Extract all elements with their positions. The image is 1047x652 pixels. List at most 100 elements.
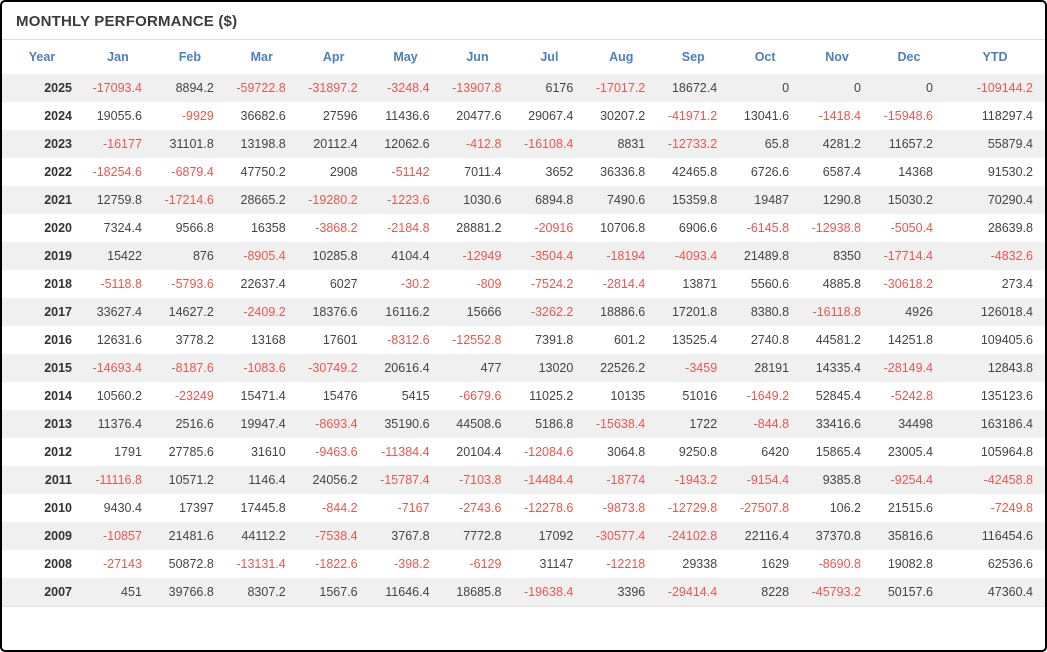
value-cell: 6726.6 xyxy=(750,165,790,179)
value-cell: -10857 xyxy=(102,529,142,543)
value-cell: 8228 xyxy=(761,585,790,599)
value-cell: 22116.4 xyxy=(744,529,790,543)
value-cell: 70290.4 xyxy=(987,193,1033,207)
column-header-mar[interactable]: Mar xyxy=(250,50,273,64)
value-cell: 22637.4 xyxy=(240,277,286,291)
column-header-jun[interactable]: Jun xyxy=(466,50,489,64)
value-cell: -2743.6 xyxy=(459,501,502,515)
value-cell: 477 xyxy=(480,361,502,375)
value-cell: 30207.2 xyxy=(600,109,646,123)
value-cell: 1146.4 xyxy=(248,473,286,487)
value-cell: 11436.6 xyxy=(385,109,430,123)
table-row: 2018 -5118.8 -5793.6 22637.4 6027 -30.2 -809 -7… xyxy=(2,270,1045,298)
column-header-jul[interactable]: Jul xyxy=(540,50,559,64)
value-cell: 6906.6 xyxy=(678,221,718,235)
value-cell: 15865.4 xyxy=(815,445,861,459)
value-cell: 13871 xyxy=(682,277,718,291)
table-row: 2011 -11116.8 10571.2 1146.4 24056.2 -15787.4… xyxy=(2,466,1045,494)
value-cell: -7538.4 xyxy=(315,529,358,543)
value-cell: 118297.4 xyxy=(981,109,1033,123)
value-cell: 28665.2 xyxy=(240,193,286,207)
value-cell: -12938.8 xyxy=(811,221,861,235)
value-cell: 9566.8 xyxy=(175,221,214,235)
year-cell: 2016 xyxy=(44,333,72,347)
value-cell: -9254.4 xyxy=(890,473,933,487)
value-cell: 17601 xyxy=(322,333,358,347)
value-cell: -12949 xyxy=(462,249,502,263)
value-cell: -12733.2 xyxy=(667,137,718,151)
value-cell: -17714.4 xyxy=(883,249,933,263)
value-cell: 3064.8 xyxy=(607,445,646,459)
value-cell: 23005.4 xyxy=(887,445,933,459)
value-cell: -11116.8 xyxy=(95,473,142,487)
value-cell: -24102.8 xyxy=(667,529,718,543)
value-cell: -7524.2 xyxy=(530,277,574,291)
column-header-may[interactable]: May xyxy=(393,50,418,64)
value-cell: 21515.6 xyxy=(887,501,933,515)
widget-title: MONTHLY PERFORMANCE ($) xyxy=(2,2,1045,40)
value-cell: 9250.8 xyxy=(678,445,718,459)
value-cell: -14484.4 xyxy=(523,473,574,487)
value-cell: -16108.4 xyxy=(523,137,574,151)
value-cell: -13907.8 xyxy=(452,81,502,95)
value-cell: 20616.4 xyxy=(384,361,430,375)
column-header-oct[interactable]: Oct xyxy=(754,50,776,64)
value-cell: 12062.6 xyxy=(384,137,430,151)
value-cell: -844.2 xyxy=(322,501,358,515)
value-cell: 24056.2 xyxy=(312,473,358,487)
value-cell: 10135 xyxy=(610,389,646,403)
value-cell: 0 xyxy=(854,81,861,95)
value-cell: 13525.4 xyxy=(671,333,718,347)
performance-table: Year Jan Feb Mar Apr May Jun Jul Aug Sep Oct Nov Dec… xyxy=(2,40,1045,607)
value-cell: 44581.2 xyxy=(815,333,861,347)
column-header-jan[interactable]: Jan xyxy=(107,50,129,64)
value-cell: -13131.4 xyxy=(236,557,286,571)
value-cell: -9154.4 xyxy=(746,473,790,487)
value-cell: 2740.8 xyxy=(750,333,790,347)
value-cell: 6176 xyxy=(545,81,574,95)
value-cell: -29414.4 xyxy=(667,585,718,599)
value-cell: -1822.6 xyxy=(315,557,358,571)
value-cell: 14627.2 xyxy=(168,305,214,319)
value-cell: 16116.2 xyxy=(385,305,430,319)
year-cell: 2025 xyxy=(44,81,72,95)
value-cell: -59722.8 xyxy=(236,81,286,95)
table-row: 2015 -14693.4 -8187.6 -1083.6 -30749.2 20616.… xyxy=(2,354,1045,382)
table-row: 2017 33627.4 14627.2 -2409.2 18376.6 16116.2 1… xyxy=(2,298,1045,326)
value-cell: 37370.8 xyxy=(815,529,861,543)
value-cell: 10560.2 xyxy=(96,389,142,403)
year-cell: 2014 xyxy=(44,389,72,403)
value-cell: -17017.2 xyxy=(595,81,646,95)
column-header-feb[interactable]: Feb xyxy=(178,50,201,64)
value-cell: -9929 xyxy=(181,109,214,123)
value-cell: 451 xyxy=(121,585,142,599)
column-header-nov[interactable]: Nov xyxy=(825,50,849,64)
year-cell: 2019 xyxy=(44,249,72,263)
value-cell: 6420 xyxy=(761,445,790,459)
value-cell: 33627.4 xyxy=(96,305,142,319)
value-cell: -12552.8 xyxy=(452,333,502,347)
column-header-dec[interactable]: Dec xyxy=(897,50,921,64)
value-cell: 62536.6 xyxy=(987,557,1033,571)
value-cell: 19947.4 xyxy=(240,417,286,431)
column-header-ytd[interactable]: YTD xyxy=(982,50,1008,64)
value-cell: 1290.8 xyxy=(822,193,861,207)
value-cell: 14368 xyxy=(898,165,933,179)
value-cell: -109144.2 xyxy=(976,81,1033,95)
value-cell: 11657.2 xyxy=(888,137,933,151)
value-cell: 0 xyxy=(782,81,790,95)
value-cell: -12729.8 xyxy=(667,501,718,515)
column-header-sep[interactable]: Sep xyxy=(681,50,705,64)
value-cell: 6587.4 xyxy=(822,165,861,179)
value-cell: 28881.2 xyxy=(456,221,502,235)
column-header-year[interactable]: Year xyxy=(28,50,56,64)
value-cell: 12843.8 xyxy=(987,361,1033,375)
value-cell: 29338 xyxy=(682,557,718,571)
value-cell: 44508.6 xyxy=(456,417,502,431)
column-header-apr[interactable]: Apr xyxy=(322,50,345,64)
column-header-aug[interactable]: Aug xyxy=(609,50,634,64)
table-row: 2020 7324.4 9566.8 16358 -3868.2 -2184.8 28881… xyxy=(2,214,1045,242)
year-cell: 2008 xyxy=(44,557,72,571)
value-cell: 21481.6 xyxy=(168,529,214,543)
value-cell: 18376.6 xyxy=(312,305,358,319)
